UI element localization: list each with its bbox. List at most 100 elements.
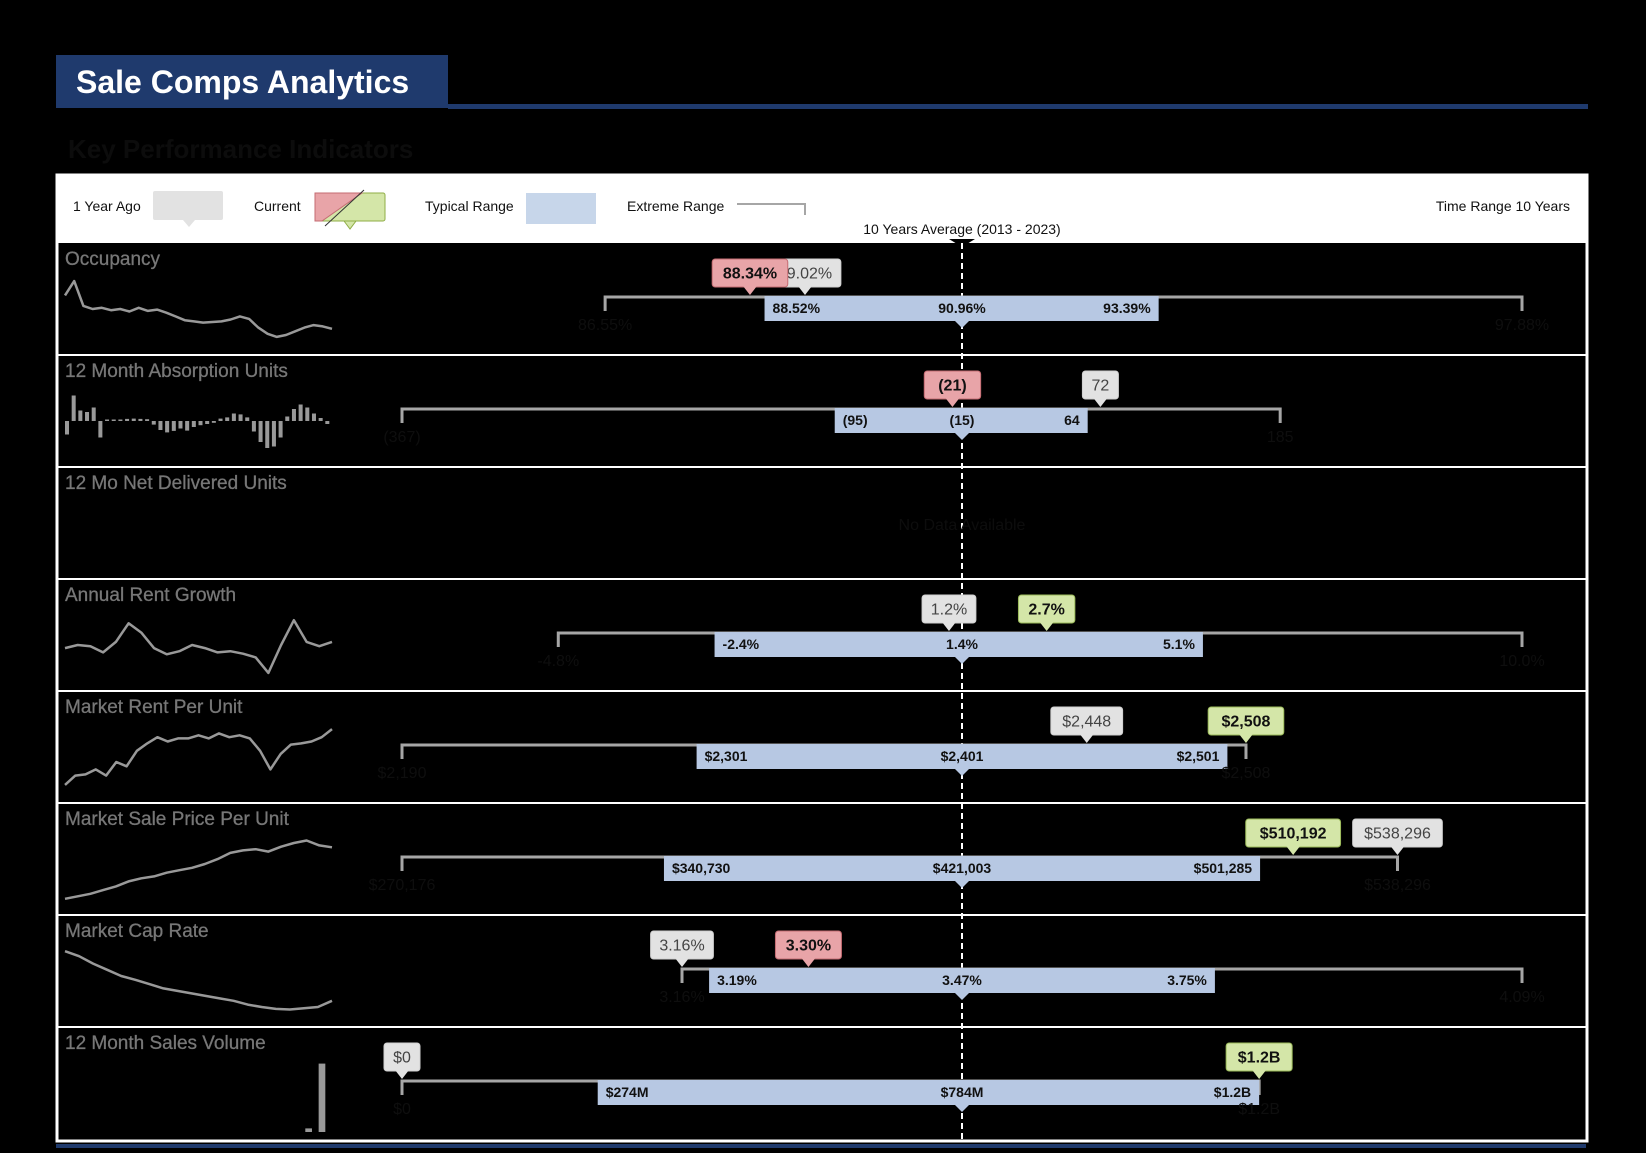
spark-bar <box>225 417 230 421</box>
spark-bar <box>118 419 123 421</box>
row-label: Market Cap Rate <box>65 921 209 942</box>
current-value: 2.7% <box>1028 602 1064 619</box>
extreme-max-label: 4.09% <box>1499 989 1544 1006</box>
legend-time-range: Time Range 10 Years <box>1436 198 1570 214</box>
typical-low-label: $340,730 <box>672 860 731 876</box>
year-ago-value: 1.2% <box>931 602 967 619</box>
sparkline <box>63 279 333 339</box>
bottom-rule <box>56 1144 1586 1148</box>
row-label: 12 Month Sales Volume <box>65 1033 266 1054</box>
kpi-panel-frame <box>55 173 1589 1143</box>
typical-high-label: 93.39% <box>1103 300 1151 316</box>
title-banner: Sale Comps Analytics <box>56 55 448 108</box>
legend-current-label: Current <box>254 198 301 214</box>
spark-bar <box>251 421 256 432</box>
spark-bar <box>258 421 263 442</box>
spark-bar <box>185 421 190 431</box>
spark-bar <box>298 404 303 421</box>
spark-bar <box>111 419 116 421</box>
spark-bar <box>125 418 130 421</box>
row-label: Annual Rent Growth <box>65 585 236 606</box>
extreme-max-label: 185 <box>1267 429 1294 446</box>
typical-low-label: -2.4% <box>723 636 760 652</box>
extreme-min-label: -4.8% <box>537 653 579 670</box>
spark-bar <box>271 421 276 447</box>
legend-year-ago-label: 1 Year Ago <box>73 198 141 214</box>
spark-bar <box>198 421 203 426</box>
legend-extreme-swatch <box>737 203 806 215</box>
spark-bar <box>65 421 70 435</box>
year-ago-callout-pointer <box>1079 734 1094 743</box>
current-callout-pointer <box>801 958 816 967</box>
row-label: Market Sale Price Per Unit <box>65 809 290 830</box>
spark-bar <box>211 421 216 423</box>
extreme-min-label: 3.16% <box>659 989 704 1006</box>
year-ago-value: 89.02% <box>778 266 832 283</box>
sparkline <box>64 839 333 901</box>
spark-bar <box>71 395 76 421</box>
year-ago-value: $538,296 <box>1364 826 1431 843</box>
current-callout-pointer <box>742 286 757 295</box>
spark-bar <box>151 421 156 425</box>
year-ago-callout-pointer <box>395 1070 409 1079</box>
spark-bar <box>278 421 283 438</box>
spark-bar <box>265 421 270 448</box>
spark-bar <box>165 421 170 433</box>
extreme-min-label: (367) <box>383 429 420 446</box>
average-value: $421,003 <box>933 860 992 876</box>
average-value: $784M <box>941 1084 984 1100</box>
typical-high-label: $2,501 <box>1177 748 1220 764</box>
extreme-min-label: 86.55% <box>578 317 632 334</box>
page-title: Sale Comps Analytics <box>76 64 410 100</box>
typical-range-bar <box>714 632 1203 657</box>
typical-range-bar <box>663 856 1261 881</box>
typical-high-label: 3.75% <box>1167 972 1207 988</box>
extreme-max-label: $2,508 <box>1222 765 1271 782</box>
extreme-max-label: 97.88% <box>1495 317 1549 334</box>
current-callout-pointer <box>1238 734 1253 743</box>
typical-range-bar <box>709 968 1215 993</box>
spark-bar <box>218 418 223 421</box>
extreme-min-label: $0 <box>393 1101 411 1118</box>
typical-high-label: 5.1% <box>1163 636 1195 652</box>
extreme-min-label: $2,190 <box>378 765 427 782</box>
sparkline <box>64 618 333 675</box>
legend-current-divider <box>324 189 365 227</box>
legend-year-ago-swatch <box>153 191 223 220</box>
year-ago-callout-pointer <box>675 958 689 967</box>
current-callout-pointer <box>1286 846 1301 855</box>
spark-bar <box>105 419 110 421</box>
spark-bar <box>238 414 243 421</box>
spark-bar <box>78 410 83 421</box>
extreme-max-label: $538,296 <box>1364 877 1431 894</box>
row-label: Occupancy <box>65 249 161 270</box>
spark-bar <box>158 421 163 430</box>
average-pointer <box>955 321 969 328</box>
average-label: 10 Years Average (2013 - 2023) <box>863 221 1060 237</box>
legend-panel <box>56 175 1588 243</box>
current-callout-pointer <box>1252 1070 1267 1079</box>
spark-bar <box>231 413 236 421</box>
typical-range-bar <box>834 408 1088 433</box>
spark-bar <box>318 1063 326 1132</box>
average-pointer <box>955 1105 969 1112</box>
spark-bar <box>325 421 330 424</box>
legend-typical-label: Typical Range <box>425 198 514 214</box>
current-value: $510,192 <box>1260 826 1327 843</box>
average-pointer <box>955 433 969 440</box>
current-value: (21) <box>938 378 966 395</box>
spark-bar <box>171 421 176 431</box>
spark-bar <box>245 417 250 421</box>
year-ago-callout-pointer <box>798 286 813 295</box>
typical-high-label: 64 <box>1064 412 1080 428</box>
current-value: $2,508 <box>1222 714 1271 731</box>
average-value: $2,401 <box>941 748 984 764</box>
typical-range-bar <box>764 296 1159 321</box>
year-ago-callout-pointer <box>1390 846 1405 855</box>
average-pointer <box>955 881 969 888</box>
average-pointer <box>955 657 969 664</box>
average-value: 1.4% <box>946 636 978 652</box>
spark-bar <box>305 407 310 421</box>
legend-typical-swatch <box>526 193 596 224</box>
